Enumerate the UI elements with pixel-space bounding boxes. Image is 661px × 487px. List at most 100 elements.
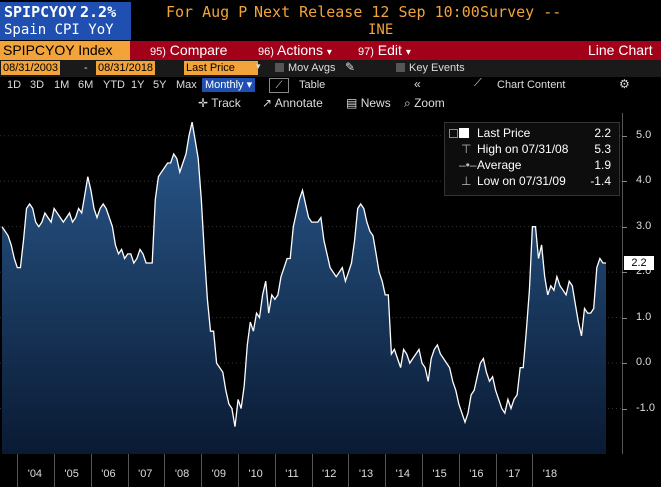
x-tick-label: '15 (432, 468, 447, 480)
x-tick (458, 454, 460, 487)
compare-label: Compare (169, 42, 228, 58)
legend-average-value: 1.9 (594, 158, 611, 172)
x-tick (238, 454, 240, 487)
y-tick-label: -1.0 (636, 401, 655, 414)
x-tick-label: '16 (469, 468, 484, 480)
security-name: Spain CPI YoY (4, 22, 114, 38)
range-3d[interactable]: 3D (30, 79, 45, 91)
date-separator: - (84, 62, 88, 74)
range-1m[interactable]: 1M (54, 79, 70, 91)
y-tick (622, 317, 627, 319)
chart-content-icon: ⟋ (474, 77, 482, 89)
actions-menu[interactable]: 96) Actions ▾ (258, 42, 332, 58)
low-marker-icon: ⊥ (461, 174, 472, 188)
security-select-label: Last Price (186, 62, 235, 74)
key-events-checkbox[interactable] (396, 63, 405, 72)
legend-high-label: High on 07/31/08 (477, 142, 569, 156)
annotate-tool[interactable]: ↗ Annotate (262, 95, 323, 111)
track-tool[interactable]: ✛ Track (198, 95, 241, 111)
x-tick (385, 454, 387, 487)
next-release: Next Release 12 Sep 10:00 (254, 3, 480, 21)
y-tick (622, 363, 627, 365)
x-axis: '04 '05 '06 '07 '08 '09 '10 '11 '12 '13 '14 '15 '16 '… (0, 454, 622, 487)
chart-svg (0, 121, 622, 454)
track-label: Track (211, 96, 241, 110)
ticker-value: 2.2% (80, 3, 117, 21)
range-6m[interactable]: 6M (78, 79, 94, 91)
x-tick-label: '18 (542, 468, 558, 480)
range-row: 1D 3D 1M 6M YTD 1Y 5Y Max Monthly ▾ ⟋ Ta… (0, 77, 661, 93)
range-5y[interactable]: 5Y (153, 79, 167, 91)
x-tick (17, 454, 19, 487)
x-tick-label: '09 (211, 468, 227, 480)
legend[interactable]: Last Price 2.2 ⊤ High on 07/31/08 5.3 –•… (444, 122, 620, 196)
for-period: For Aug P (166, 3, 248, 21)
x-tick-label: '06 (101, 468, 116, 480)
x-tick (90, 454, 92, 487)
mov-avgs-checkbox[interactable] (275, 63, 284, 72)
edit-menu[interactable]: 97) Edit ▾ (358, 42, 411, 58)
period-select[interactable]: Monthly ▾ (202, 78, 256, 92)
chevron-down-icon[interactable]: ▾ (256, 61, 261, 71)
y-tick (622, 226, 627, 228)
mov-avgs-label: Mov Avgs (288, 62, 336, 74)
range-1y[interactable]: 1Y (131, 79, 145, 91)
range-1d[interactable]: 1D (7, 79, 22, 91)
ticker-box (0, 2, 131, 40)
x-tick (422, 454, 424, 487)
y-axis-line (622, 113, 623, 454)
x-tick-label: '11 (285, 468, 299, 480)
collapse-icon[interactable]: « (414, 77, 421, 91)
legend-toggle[interactable] (449, 129, 458, 138)
menu-bar: SPIPCYOY Index 95) Compare 96) Actions ▾… (0, 41, 661, 60)
range-max[interactable]: Max (176, 79, 197, 91)
date-row: 08/31/2003 - 08/31/2018 Last Price ▾ Mov… (0, 60, 661, 77)
compare-num: 95) (150, 46, 166, 58)
x-tick-label: '17 (506, 468, 521, 480)
chevron-down-icon: ▾ (405, 47, 411, 58)
x-tick (348, 454, 350, 487)
annotate-label: Annotate (274, 96, 323, 110)
x-tick (495, 454, 497, 487)
area-fill (2, 122, 606, 454)
key-events-label: Key Events (409, 62, 465, 74)
security-select[interactable]: Last Price (184, 61, 258, 75)
legend-last-price-value: 2.2 (594, 126, 611, 140)
gear-icon[interactable]: ⚙ (619, 77, 630, 91)
data-source: INE (368, 22, 394, 38)
y-tick (622, 181, 627, 183)
compare-menu[interactable]: 95) Compare (150, 42, 227, 58)
zoom-label: Zoom (414, 96, 445, 110)
x-tick-label: '10 (248, 468, 263, 480)
zoom-tool[interactable]: ⌕ Zoom (404, 95, 445, 111)
chevron-down-icon: ▾ (326, 47, 332, 58)
end-date-input[interactable]: 08/31/2018 (96, 61, 156, 75)
range-ytd[interactable]: YTD (103, 79, 125, 91)
pencil-icon[interactable]: ✎ (345, 60, 356, 74)
news-icon: ▤ (346, 96, 358, 110)
table-button[interactable]: Table (299, 79, 326, 91)
magnifier-icon: ⌕ (404, 96, 411, 110)
actions-label: Actions (277, 42, 323, 58)
x-tick-label: '05 (64, 468, 79, 480)
news-label: News (360, 96, 391, 110)
news-tool[interactable]: ▤ News (346, 95, 391, 111)
last-price-marker: 2.2 (624, 256, 654, 271)
legend-low-value: -1.4 (590, 174, 611, 188)
chart-content-button[interactable]: Chart Content (497, 79, 566, 91)
y-tick-label: 4.0 (636, 174, 652, 187)
line-chart-icon[interactable]: ⟋ (269, 78, 289, 93)
view-type[interactable]: Line Chart (588, 42, 653, 58)
y-tick (622, 408, 627, 410)
y-tick-label: 5.0 (636, 128, 652, 141)
start-date-input[interactable]: 08/31/2003 (1, 61, 61, 75)
y-tick-label: 0.0 (636, 356, 652, 369)
legend-average-label: Average (477, 158, 522, 172)
y-tick (622, 135, 627, 137)
x-tick (311, 454, 313, 487)
x-tick (201, 454, 203, 487)
average-marker-icon: –•– (459, 158, 477, 172)
index-tab[interactable]: SPIPCYOY Index (0, 41, 130, 60)
legend-low-label: Low on 07/31/09 (477, 174, 566, 188)
crosshair-icon: ✛ (198, 96, 209, 110)
